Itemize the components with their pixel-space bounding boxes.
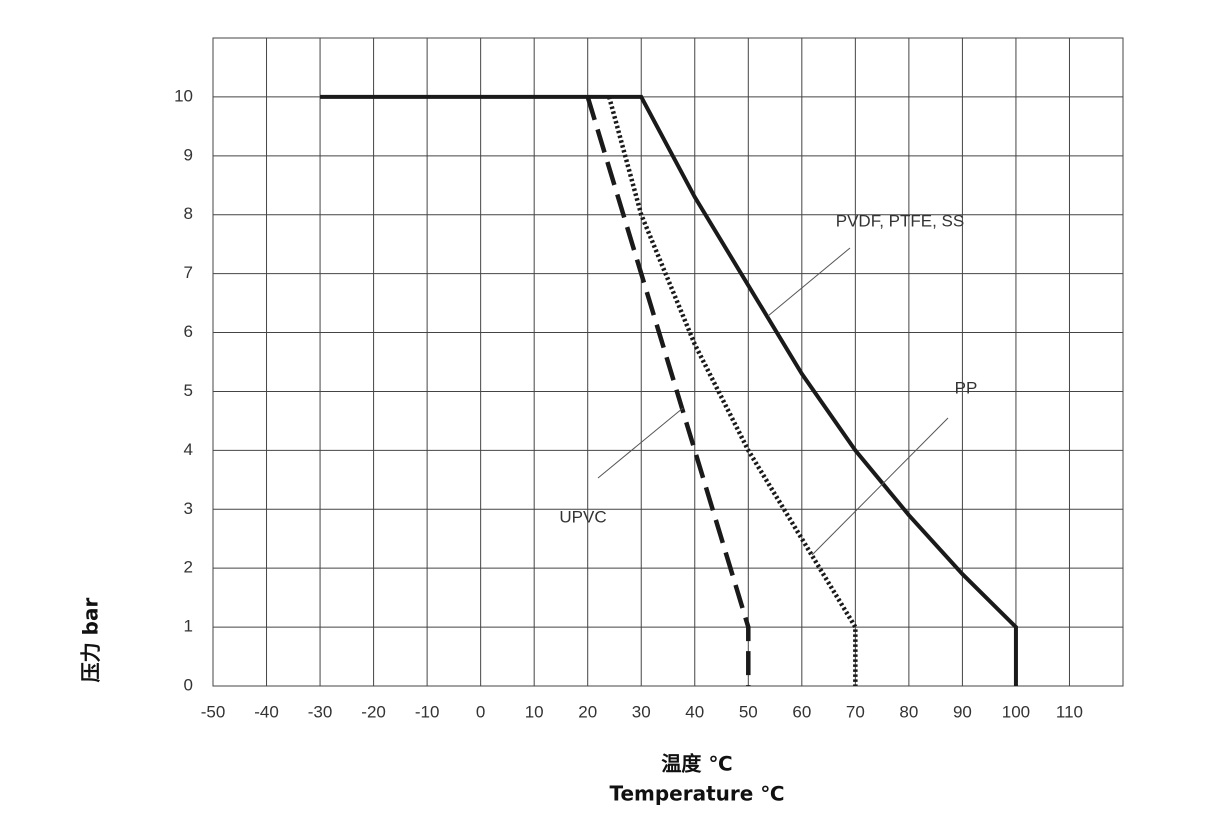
y-tick-label: 10 (174, 86, 193, 105)
y-tick-label: 0 (184, 675, 193, 694)
x-tick-label: 30 (632, 702, 651, 721)
x-tick-label: -40 (254, 702, 279, 721)
series-annotation: PP (955, 378, 978, 397)
y-tick-label: 5 (184, 381, 193, 400)
x-tick-label: 100 (1002, 702, 1030, 721)
series-line (585, 96, 751, 686)
x-tick-label: -20 (361, 702, 386, 721)
x-tick-label: 20 (578, 702, 597, 721)
series-line (320, 94, 1018, 686)
x-tick-label: 80 (899, 702, 918, 721)
y-tick-label: 4 (184, 440, 193, 459)
series-annotation: PVDF, PTFE, SS (836, 211, 964, 230)
annotation-leader (597, 407, 684, 479)
series-annotation: UPVC (559, 507, 606, 526)
y-tick-label: 7 (184, 263, 193, 282)
y-tick-label: 3 (184, 499, 193, 518)
x-tick-label: 40 (685, 702, 704, 721)
y-tick-label: 6 (184, 322, 193, 341)
x-tick-label: 0 (476, 702, 485, 721)
x-tick-label: 10 (525, 702, 544, 721)
annotation-leader (811, 417, 949, 556)
annotation-leader (767, 247, 851, 317)
y-tick-label: 9 (184, 145, 193, 164)
x-tick-label: -30 (308, 702, 333, 721)
x-tick-label: 110 (1056, 702, 1083, 721)
x-tick-label: 60 (792, 702, 811, 721)
x-tick-label: -10 (415, 702, 440, 721)
series-line (606, 96, 858, 686)
x-axis-title-en: Temperature ℃ (609, 782, 784, 806)
x-tick-label: 70 (846, 702, 865, 721)
y-axis-title: 压力 bar (79, 598, 103, 683)
y-tick-label: 2 (184, 558, 193, 577)
x-axis-title: 温度 ℃ (661, 752, 732, 776)
x-tick-label: 90 (953, 702, 972, 721)
x-tick-label: 50 (739, 702, 758, 721)
x-tick-label: -50 (201, 702, 226, 721)
y-tick-label: 1 (184, 617, 193, 636)
y-tick-label: 8 (184, 204, 193, 223)
